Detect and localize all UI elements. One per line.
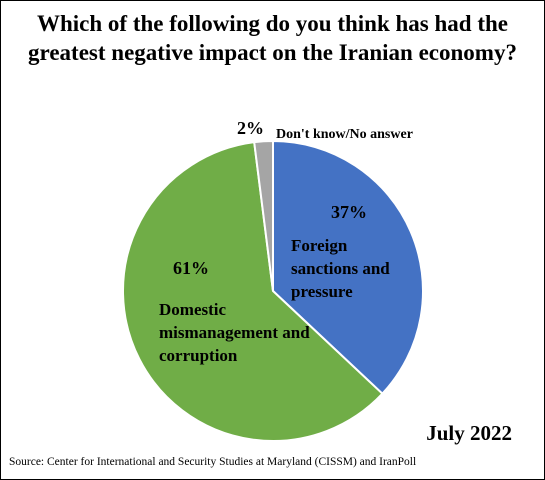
chart-title: Which of the following do you think has …	[28, 11, 517, 65]
date-label: July 2022	[426, 421, 512, 445]
pie-slice	[272, 139, 424, 396]
value-label: 2%	[237, 118, 264, 138]
category-label: Foreign sanctions and pressure	[291, 236, 390, 301]
source-note: Source: Center for International and Sec…	[9, 456, 417, 468]
value-label: 37%	[331, 202, 367, 222]
value-label: 61%	[173, 258, 209, 278]
pie-slice	[253, 139, 274, 292]
category-label: Domestic mismanagement and corruption	[159, 300, 310, 365]
category-label: Don't know/No answer	[276, 127, 413, 142]
pie-slice	[122, 141, 384, 442]
